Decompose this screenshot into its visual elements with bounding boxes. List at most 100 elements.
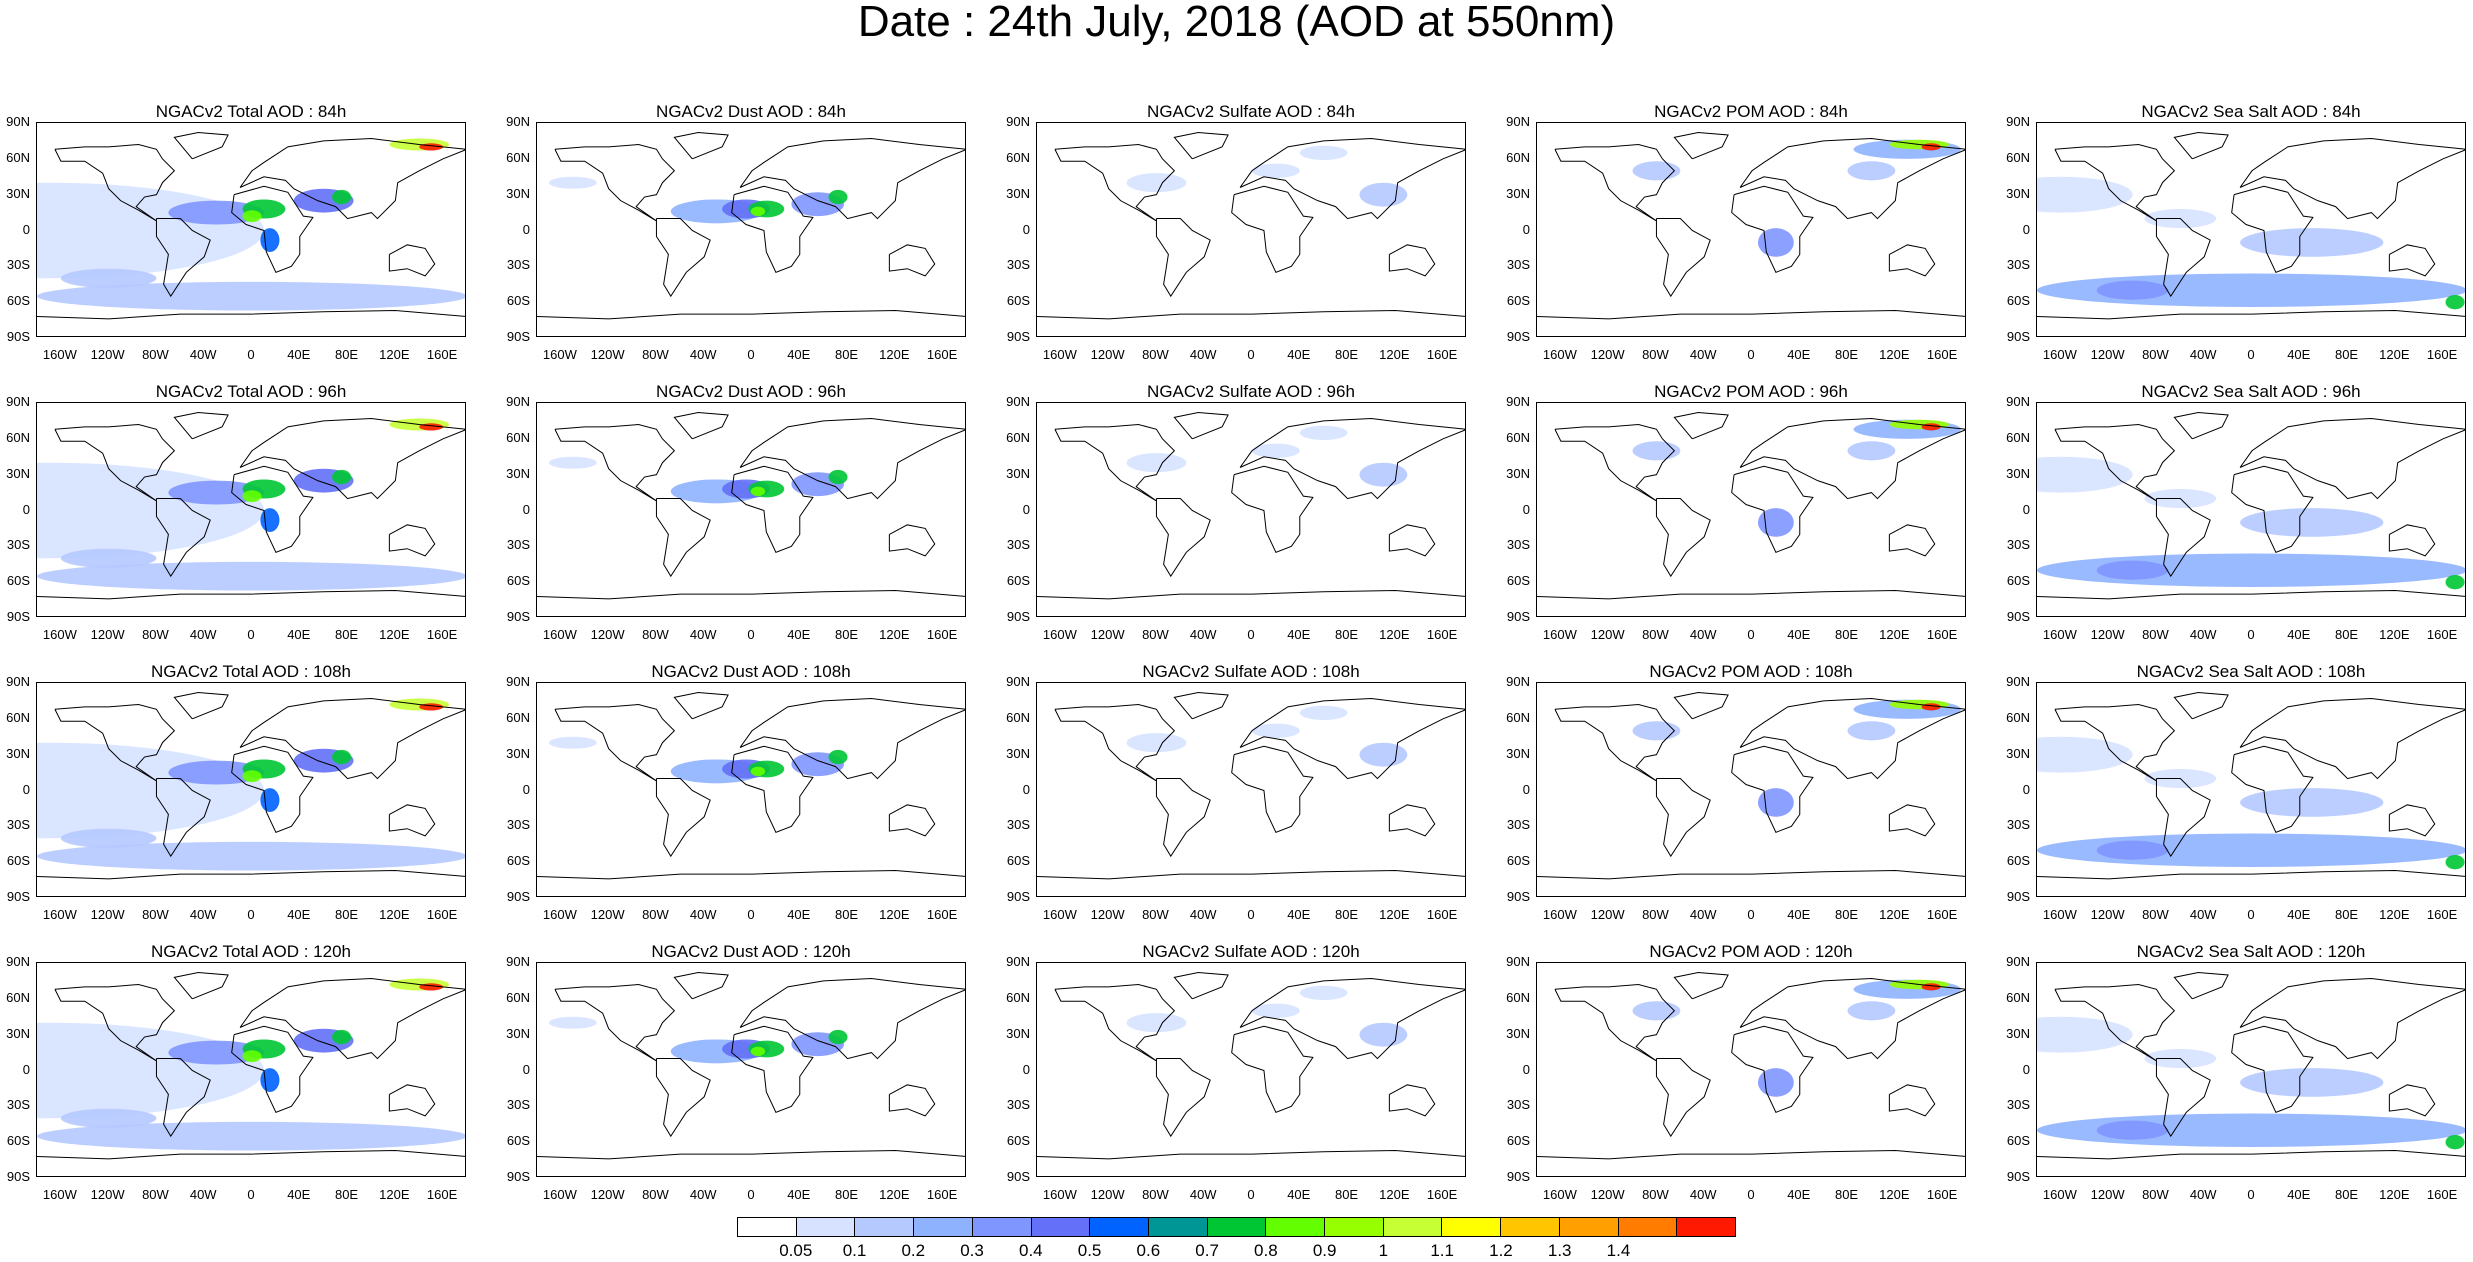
coastline — [1731, 745, 1814, 833]
coastline — [739, 418, 965, 500]
aod-plume — [1126, 453, 1187, 473]
longitude-tick-label: 80W — [1142, 1187, 1169, 1202]
longitude-tick-label: 120E — [1879, 1187, 1910, 1202]
longitude-tick-label: 80W — [142, 347, 169, 362]
aod-plume — [2037, 456, 2133, 493]
latitude-tick-label: 90N — [1006, 674, 1030, 689]
latitude-tick-label: 90S — [2006, 609, 2030, 624]
colorbar-tick-label: 1.4 — [1606, 1241, 1631, 1260]
panel-title: NGACv2 POM AOD : 96h — [1654, 382, 1848, 401]
latitude-tick-label: 90N — [6, 674, 30, 689]
latitude-tick-label: 60S — [1006, 1133, 1030, 1149]
latitude-tick-label: 90N — [506, 394, 530, 409]
coastline — [655, 218, 711, 298]
latitude-tick-label: 90N — [1006, 114, 1030, 129]
longitude-tick-label: 160W — [42, 627, 77, 642]
longitude-tick-label: 40E — [1787, 627, 1811, 642]
aod-map-svg — [37, 132, 465, 320]
coastline — [2037, 590, 2465, 600]
aod-plume — [2240, 228, 2384, 257]
aod-map-svg — [1537, 132, 1965, 320]
latitude-tick-label: 30N — [1506, 1025, 1530, 1041]
latitude-tick-label: 60N — [6, 149, 30, 165]
map-panel: NGACv2 Total AOD : 120h 90N 60N 30N 0 30S 60S 9… — [0, 930, 470, 1210]
longitude-tick-label: 160E — [1926, 1187, 1958, 1202]
coastline — [2173, 692, 2229, 720]
panel-title: NGACv2 Sea Salt AOD : 120h — [2136, 942, 2366, 961]
longitude-tick-label: 40W — [1689, 347, 1717, 362]
aod-map — [1536, 962, 1966, 1177]
aod-plume — [60, 828, 157, 848]
coastline — [554, 423, 676, 502]
latitude-tick-label: 30N — [6, 745, 30, 761]
longitude-tick-label: 40W — [1189, 347, 1217, 362]
aod-plume — [1847, 161, 1896, 181]
longitude-tick-label: 40W — [689, 347, 717, 362]
longitude-tick-label: 160E — [926, 907, 958, 922]
map-panel: NGACv2 Total AOD : 96h 90N 60N 30N 0 30S 60S 90… — [0, 370, 470, 650]
aod-plume — [242, 770, 262, 783]
latitude-tick-label: 90N — [1506, 114, 1530, 129]
aod-plume — [1757, 228, 1794, 257]
coastline — [731, 465, 814, 553]
latitude-tick-label: 30N — [506, 185, 530, 201]
coastline — [2155, 778, 2211, 858]
latitude-tick-label: 0 — [1522, 1061, 1530, 1077]
aod-plume — [2445, 575, 2465, 590]
latitude-tick-label: 90N — [2006, 674, 2030, 689]
longitude-tick-label: 40W — [1189, 1187, 1217, 1202]
latitude-tick-label: 90N — [1506, 674, 1530, 689]
latitude-tick-label: 60N — [506, 429, 530, 445]
map-panel: NGACv2 Sulfate AOD : 84h 90N 60N 30N 0 30S 60S… — [1000, 90, 1470, 370]
coastline — [1388, 524, 1436, 557]
longitude-tick-label: 160E — [1926, 627, 1958, 642]
coastline — [2054, 143, 2176, 222]
aod-plume — [1299, 145, 1348, 161]
latitude-tick-label: 30N — [6, 1025, 30, 1041]
colorbar-swatch — [1677, 1218, 1735, 1236]
aod-plume — [750, 206, 766, 217]
longitude-tick-label: 80W — [142, 627, 169, 642]
coastline — [155, 778, 211, 858]
latitude-tick-label: 90S — [6, 329, 30, 344]
longitude-tick-label: 40E — [1287, 907, 1311, 922]
aod-plume — [2445, 295, 2465, 310]
longitude-tick-label: 160E — [426, 1187, 458, 1202]
latitude-tick-label: 30N — [2006, 1025, 2030, 1041]
latitude-tick-label: 90S — [506, 889, 530, 904]
panel-title: NGACv2 Sulfate AOD : 120h — [1142, 942, 1360, 961]
aod-plume — [2037, 736, 2133, 773]
longitude-tick-label: 160W — [1542, 1187, 1577, 1202]
longitude-tick-label: 160W — [1042, 627, 1077, 642]
longitude-tick-label: 160E — [926, 627, 958, 642]
aod-plume — [2240, 788, 2384, 817]
colorbar-swatch — [855, 1218, 915, 1236]
longitude-tick-label: 40W — [1689, 1187, 1717, 1202]
aod-plume — [1126, 1013, 1187, 1033]
coastline — [2037, 310, 2465, 320]
longitude-tick-label: 120E — [2379, 347, 2410, 362]
longitude-tick-label: 120E — [1379, 1187, 1410, 1202]
longitude-tick-label: 40E — [2287, 907, 2311, 922]
aod-plume — [1632, 161, 1681, 181]
longitude-tick-label: 80W — [1142, 347, 1169, 362]
coastline — [1888, 804, 1936, 837]
map-panel: NGACv2 Total AOD : 108h 90N 60N 30N 0 30S 60S 9… — [0, 650, 470, 930]
coastline — [239, 418, 465, 500]
longitude-tick-label: 120W — [2090, 907, 2125, 922]
aod-plume — [828, 749, 848, 765]
aod-plume — [750, 1046, 766, 1057]
panel-title: NGACv2 POM AOD : 84h — [1654, 102, 1848, 121]
latitude-tick-label: 30N — [1006, 745, 1030, 761]
colorbar-tick-label: 0.4 — [1018, 1241, 1043, 1260]
coastline — [2388, 524, 2436, 557]
longitude-tick-label: 40W — [189, 1187, 217, 1202]
coastline — [54, 983, 176, 1062]
coastline — [1673, 972, 1729, 1000]
latitude-tick-label: 90N — [6, 114, 30, 129]
longitude-tick-label: 160E — [1426, 1187, 1458, 1202]
longitude-tick-label: 80W — [1142, 907, 1169, 922]
latitude-tick-label: 90S — [1006, 609, 1030, 624]
colorbar-tick-label: 0.2 — [901, 1241, 926, 1260]
coastline — [1173, 412, 1229, 440]
